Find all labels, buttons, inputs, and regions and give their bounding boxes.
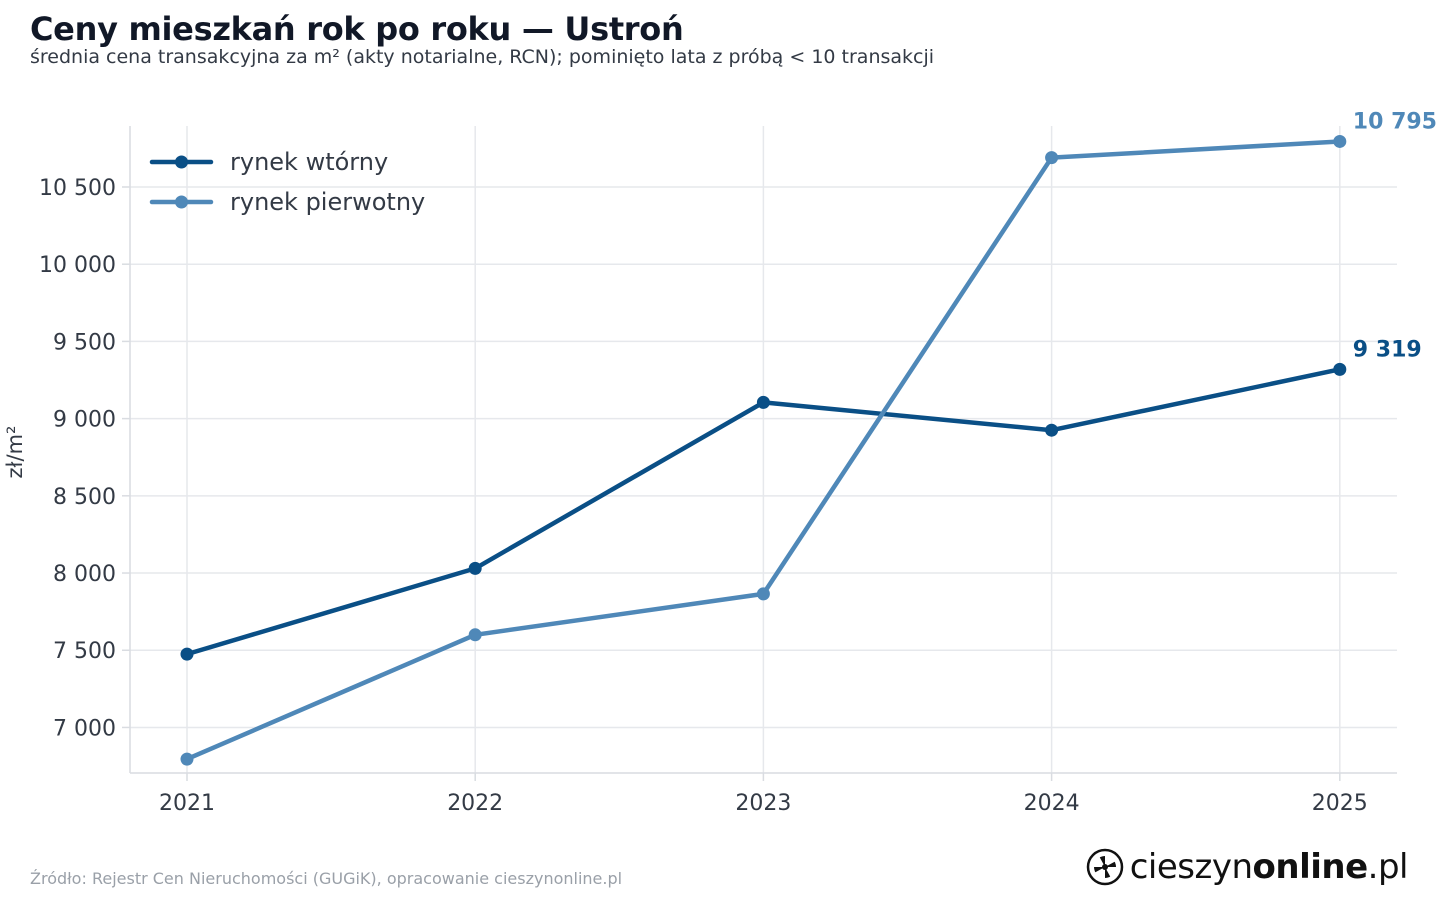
y-tick-label: 7 000 [53,716,116,741]
end-value-label: 10 795 [1353,109,1437,134]
brand-name-bold: online [1252,847,1369,887]
legend-label: rynek wtórny [230,148,388,176]
chart-title: Ceny mieszkań rok po roku — Ustroń [30,10,684,48]
x-tick-label: 2024 [1024,791,1080,816]
data-point [1045,151,1059,165]
data-point [756,587,770,601]
y-tick-label: 8 000 [53,562,116,587]
y-axis-label: zł/m² [3,426,27,479]
data-point [756,395,770,409]
legend-marker [175,155,188,169]
data-point [1333,134,1347,148]
y-tick-label: 10 000 [39,253,116,278]
series-rynek-wtorny: 9 319 [180,337,1422,661]
legend-label: rynek pierwotny [230,188,425,216]
legend: rynek wtórny rynek pierwotny [149,148,425,216]
y-tick-label: 9 000 [53,408,116,433]
data-point [468,561,482,575]
end-value-label: 9 319 [1353,337,1422,362]
x-tick-label: 2025 [1312,791,1368,816]
legend-item: rynek pierwotny [149,188,425,216]
brand-name: cieszynonline.pl [1129,847,1409,887]
x-tick-label: 2021 [159,791,215,816]
data-point [1333,362,1347,376]
legend-item: rynek wtórny [149,148,388,176]
series-rynek-pierwotny: 10 795 [180,109,1437,766]
brand-logo[interactable]: cieszynonline.pl [1086,842,1409,892]
y-tick-label: 8 500 [53,485,116,510]
x-tick-label: 2023 [735,791,791,816]
axes: 2021 2022 2023 2024 2025 7 000 7 500 8 000 8 500… [3,126,1397,816]
data-point [180,647,194,661]
legend-marker [175,195,188,209]
brand-name-suffix: .pl [1367,847,1409,887]
brand-name-regular: cieszyn [1129,847,1253,887]
grid [130,126,1397,773]
series-area: 9 319 10 795 [180,109,1437,766]
source-note: Źródło: Rejestr Cen Nieruchomości (GUGiK… [30,869,623,888]
y-tick-label: 7 500 [53,639,116,664]
y-tick-label: 9 500 [53,330,116,355]
chart-subtitle: średnia cena transakcyjna za m² (akty no… [30,46,935,68]
pinwheel-logo-icon [1086,848,1123,886]
y-tick-label: 10 500 [39,176,116,201]
data-point [468,628,482,642]
x-tick-label: 2022 [447,791,503,816]
data-point [1045,423,1059,437]
data-point [180,752,194,766]
